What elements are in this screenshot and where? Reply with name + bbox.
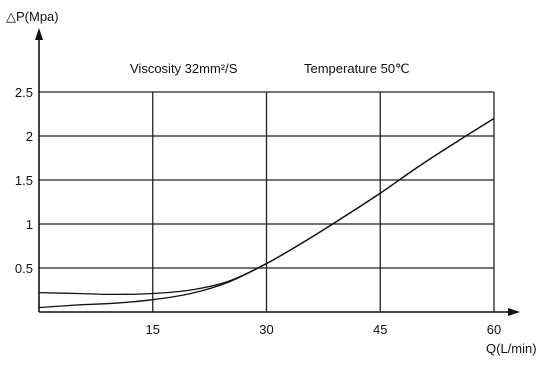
x-tick-30: 30 xyxy=(259,322,273,337)
x-tick-45: 45 xyxy=(373,322,387,337)
y-tick-1.5: 1.5 xyxy=(15,173,33,188)
y-tick-0.5: 0.5 xyxy=(15,261,33,276)
x-tick-15: 15 xyxy=(146,322,160,337)
temperature-annotation: Temperature 50℃ xyxy=(304,61,410,76)
x-tick-60: 60 xyxy=(487,322,501,337)
grid-lines xyxy=(39,91,495,312)
y-axis-label: △P(Mpa) xyxy=(6,9,59,24)
x-axis-label: Q(L/min) xyxy=(486,341,537,356)
y-tick-labels: 0.5 1 1.5 2 2.5 xyxy=(15,85,33,276)
curves xyxy=(38,117,495,309)
y-tick-1: 1 xyxy=(26,217,33,232)
y-tick-2: 2 xyxy=(26,129,33,144)
x-tick-labels: 15 30 45 60 xyxy=(146,322,502,337)
y-axis-arrow xyxy=(35,28,43,40)
x-axis-arrow xyxy=(508,308,520,316)
y-tick-2.5: 2.5 xyxy=(15,85,33,100)
viscosity-annotation: Viscosity 32mm²/S xyxy=(130,61,238,76)
curve-2 xyxy=(38,117,495,309)
